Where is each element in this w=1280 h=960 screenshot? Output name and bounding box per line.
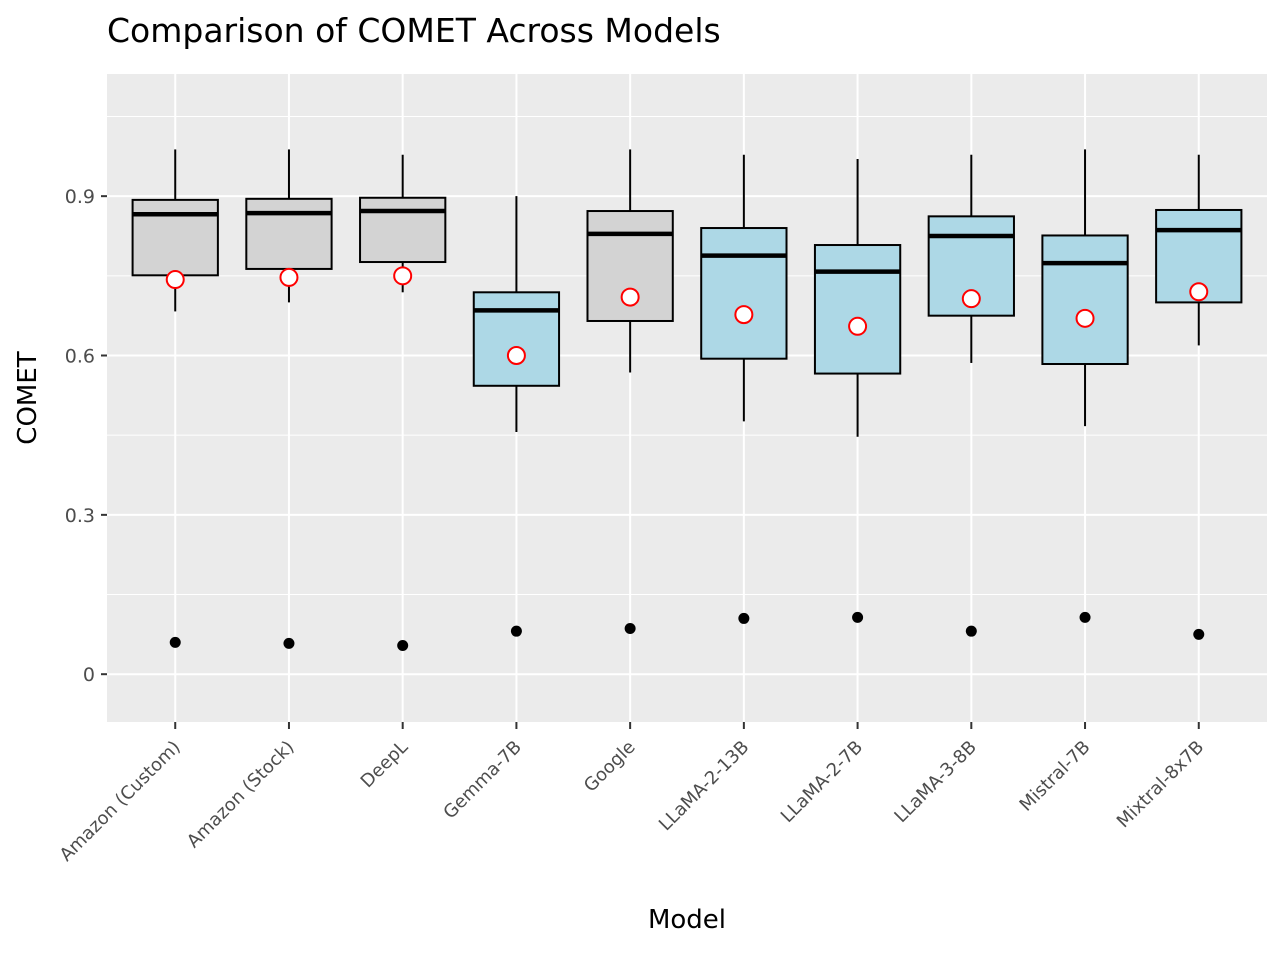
mean-marker [734,305,754,325]
y-tick-label: 0.3 [65,505,95,527]
outlier-point [1193,628,1205,640]
outlier-point [510,625,522,637]
mean-marker [961,289,981,309]
y-tick-label: 0 [83,664,95,686]
box-group [586,149,674,635]
x-tick-label: Amazon (Stock) [183,737,299,853]
y-axis: 0 0.3 0.6 0.9 [65,186,107,686]
x-tick-label: Amazon (Custom) [56,737,185,866]
outlier-point [738,612,750,624]
mean-marker [393,266,413,286]
outlier-point [283,637,295,649]
x-tick-label: Google [580,737,640,797]
outlier-point [397,640,409,652]
mean-marker [506,346,526,366]
x-tick-label: Gemma-7B [439,737,526,824]
box-group [700,154,788,624]
x-axis-title: Model [648,905,726,935]
mean-marker [848,316,868,336]
y-tick-label: 0.6 [65,346,95,368]
x-tick-label: Mixtral-8x7B [1113,737,1209,833]
mean-marker [620,287,640,307]
box-group [245,149,333,649]
box-group [927,154,1015,637]
x-tick-label: DeepL [357,737,412,792]
y-tick-label: 0.9 [65,186,95,208]
box-iqr [813,244,902,375]
y-axis-title: COMET [13,351,43,444]
box-group [359,154,447,652]
mean-marker [165,270,185,290]
x-tick-label: LLaMA-3-8B [890,737,980,827]
box-iqr [131,198,219,277]
box-iqr [1041,234,1129,366]
box-group [1041,149,1129,623]
box-iqr [245,197,333,270]
x-tick-label: LLaMA-2-7B [777,737,867,827]
box-group [131,149,219,648]
x-axis: Amazon (Custom)Amazon (Stock) DeepL Gemma-… [56,722,1209,866]
box-iqr [359,196,447,264]
x-tick-label: Mistral-7B [1016,737,1095,816]
mean-marker [1075,308,1095,328]
outlier-point [965,625,977,637]
box-group [813,158,902,623]
box-iqr [472,291,561,387]
outlier-point [169,636,181,648]
mean-marker [1189,282,1209,302]
mean-marker [279,267,299,287]
plot-panel [107,74,1267,722]
x-tick-label: LLaMA-2-13B [655,737,753,835]
box-group [472,196,561,637]
outlier-point [624,623,636,635]
chart-title: Comparison of COMET Across Models [107,11,721,50]
box-group [1155,154,1243,640]
boxes-layer [131,149,1243,652]
outlier-point [852,611,864,623]
outlier-point [1079,611,1091,623]
box-iqr [700,227,788,360]
